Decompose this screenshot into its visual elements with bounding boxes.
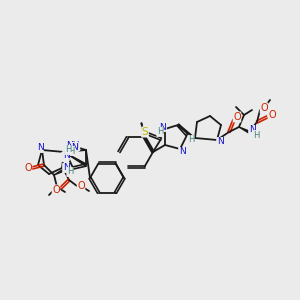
Text: O: O bbox=[260, 103, 268, 113]
Text: N: N bbox=[178, 148, 185, 157]
Text: N: N bbox=[249, 125, 255, 134]
Text: O: O bbox=[268, 110, 276, 120]
Polygon shape bbox=[54, 169, 64, 175]
Text: S: S bbox=[142, 127, 148, 137]
Text: N: N bbox=[63, 152, 69, 160]
Text: NH: NH bbox=[66, 142, 80, 151]
Text: O: O bbox=[24, 163, 32, 173]
Text: H: H bbox=[68, 146, 74, 155]
Text: O: O bbox=[233, 112, 241, 122]
Text: H: H bbox=[67, 167, 73, 176]
Text: H: H bbox=[188, 136, 194, 145]
Text: N: N bbox=[37, 143, 44, 152]
Text: N: N bbox=[72, 142, 78, 152]
Text: H: H bbox=[157, 128, 163, 136]
Text: O: O bbox=[77, 181, 85, 191]
Text: H: H bbox=[253, 130, 259, 140]
Text: N: N bbox=[61, 152, 68, 161]
Text: O: O bbox=[52, 185, 60, 195]
Text: N: N bbox=[160, 122, 167, 131]
Text: N: N bbox=[63, 164, 69, 172]
Text: N: N bbox=[217, 137, 224, 146]
Text: H: H bbox=[65, 146, 71, 154]
Polygon shape bbox=[64, 152, 86, 166]
Polygon shape bbox=[239, 127, 249, 133]
Polygon shape bbox=[177, 124, 195, 138]
